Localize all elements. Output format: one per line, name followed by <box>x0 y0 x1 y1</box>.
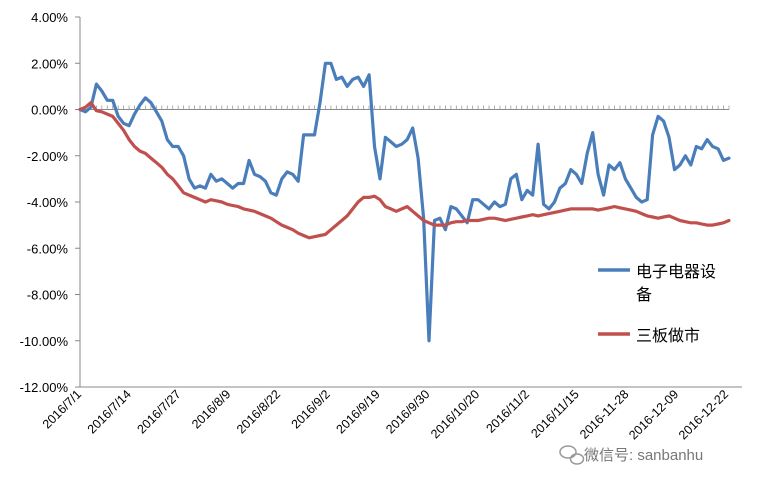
y-axis: 4.00% 2.00% 0.00% -2.00% -4.00% -6.00% -8.00% -… <box>20 10 742 395</box>
y-tick-label: 2.00% <box>31 56 68 71</box>
series-line-1 <box>78 61 731 343</box>
y-tick-label: -12.00% <box>20 380 69 395</box>
watermark: 微信号: sanbanhu <box>559 445 703 465</box>
y-tick-label: -2.00% <box>27 149 69 164</box>
series-layer <box>78 61 731 343</box>
y-tick-label: -8.00% <box>27 288 69 303</box>
y-tick-label: 0.00% <box>31 103 68 118</box>
y-tick-label: 4.00% <box>31 10 68 25</box>
wechat-logo-icon <box>559 445 585 465</box>
y-tick-label: -6.00% <box>27 241 69 256</box>
y-tick-label: -10.00% <box>20 334 69 349</box>
watermark-text: 微信号: sanbanhu <box>584 447 703 464</box>
legend-label-1: 电子电器设 <box>636 263 716 281</box>
y-tick-label: -4.00% <box>27 195 69 210</box>
series-line-2 <box>78 100 731 240</box>
legend-label-1-cont: 备 <box>636 286 652 304</box>
legend-label-2: 三板做市 <box>636 327 700 345</box>
